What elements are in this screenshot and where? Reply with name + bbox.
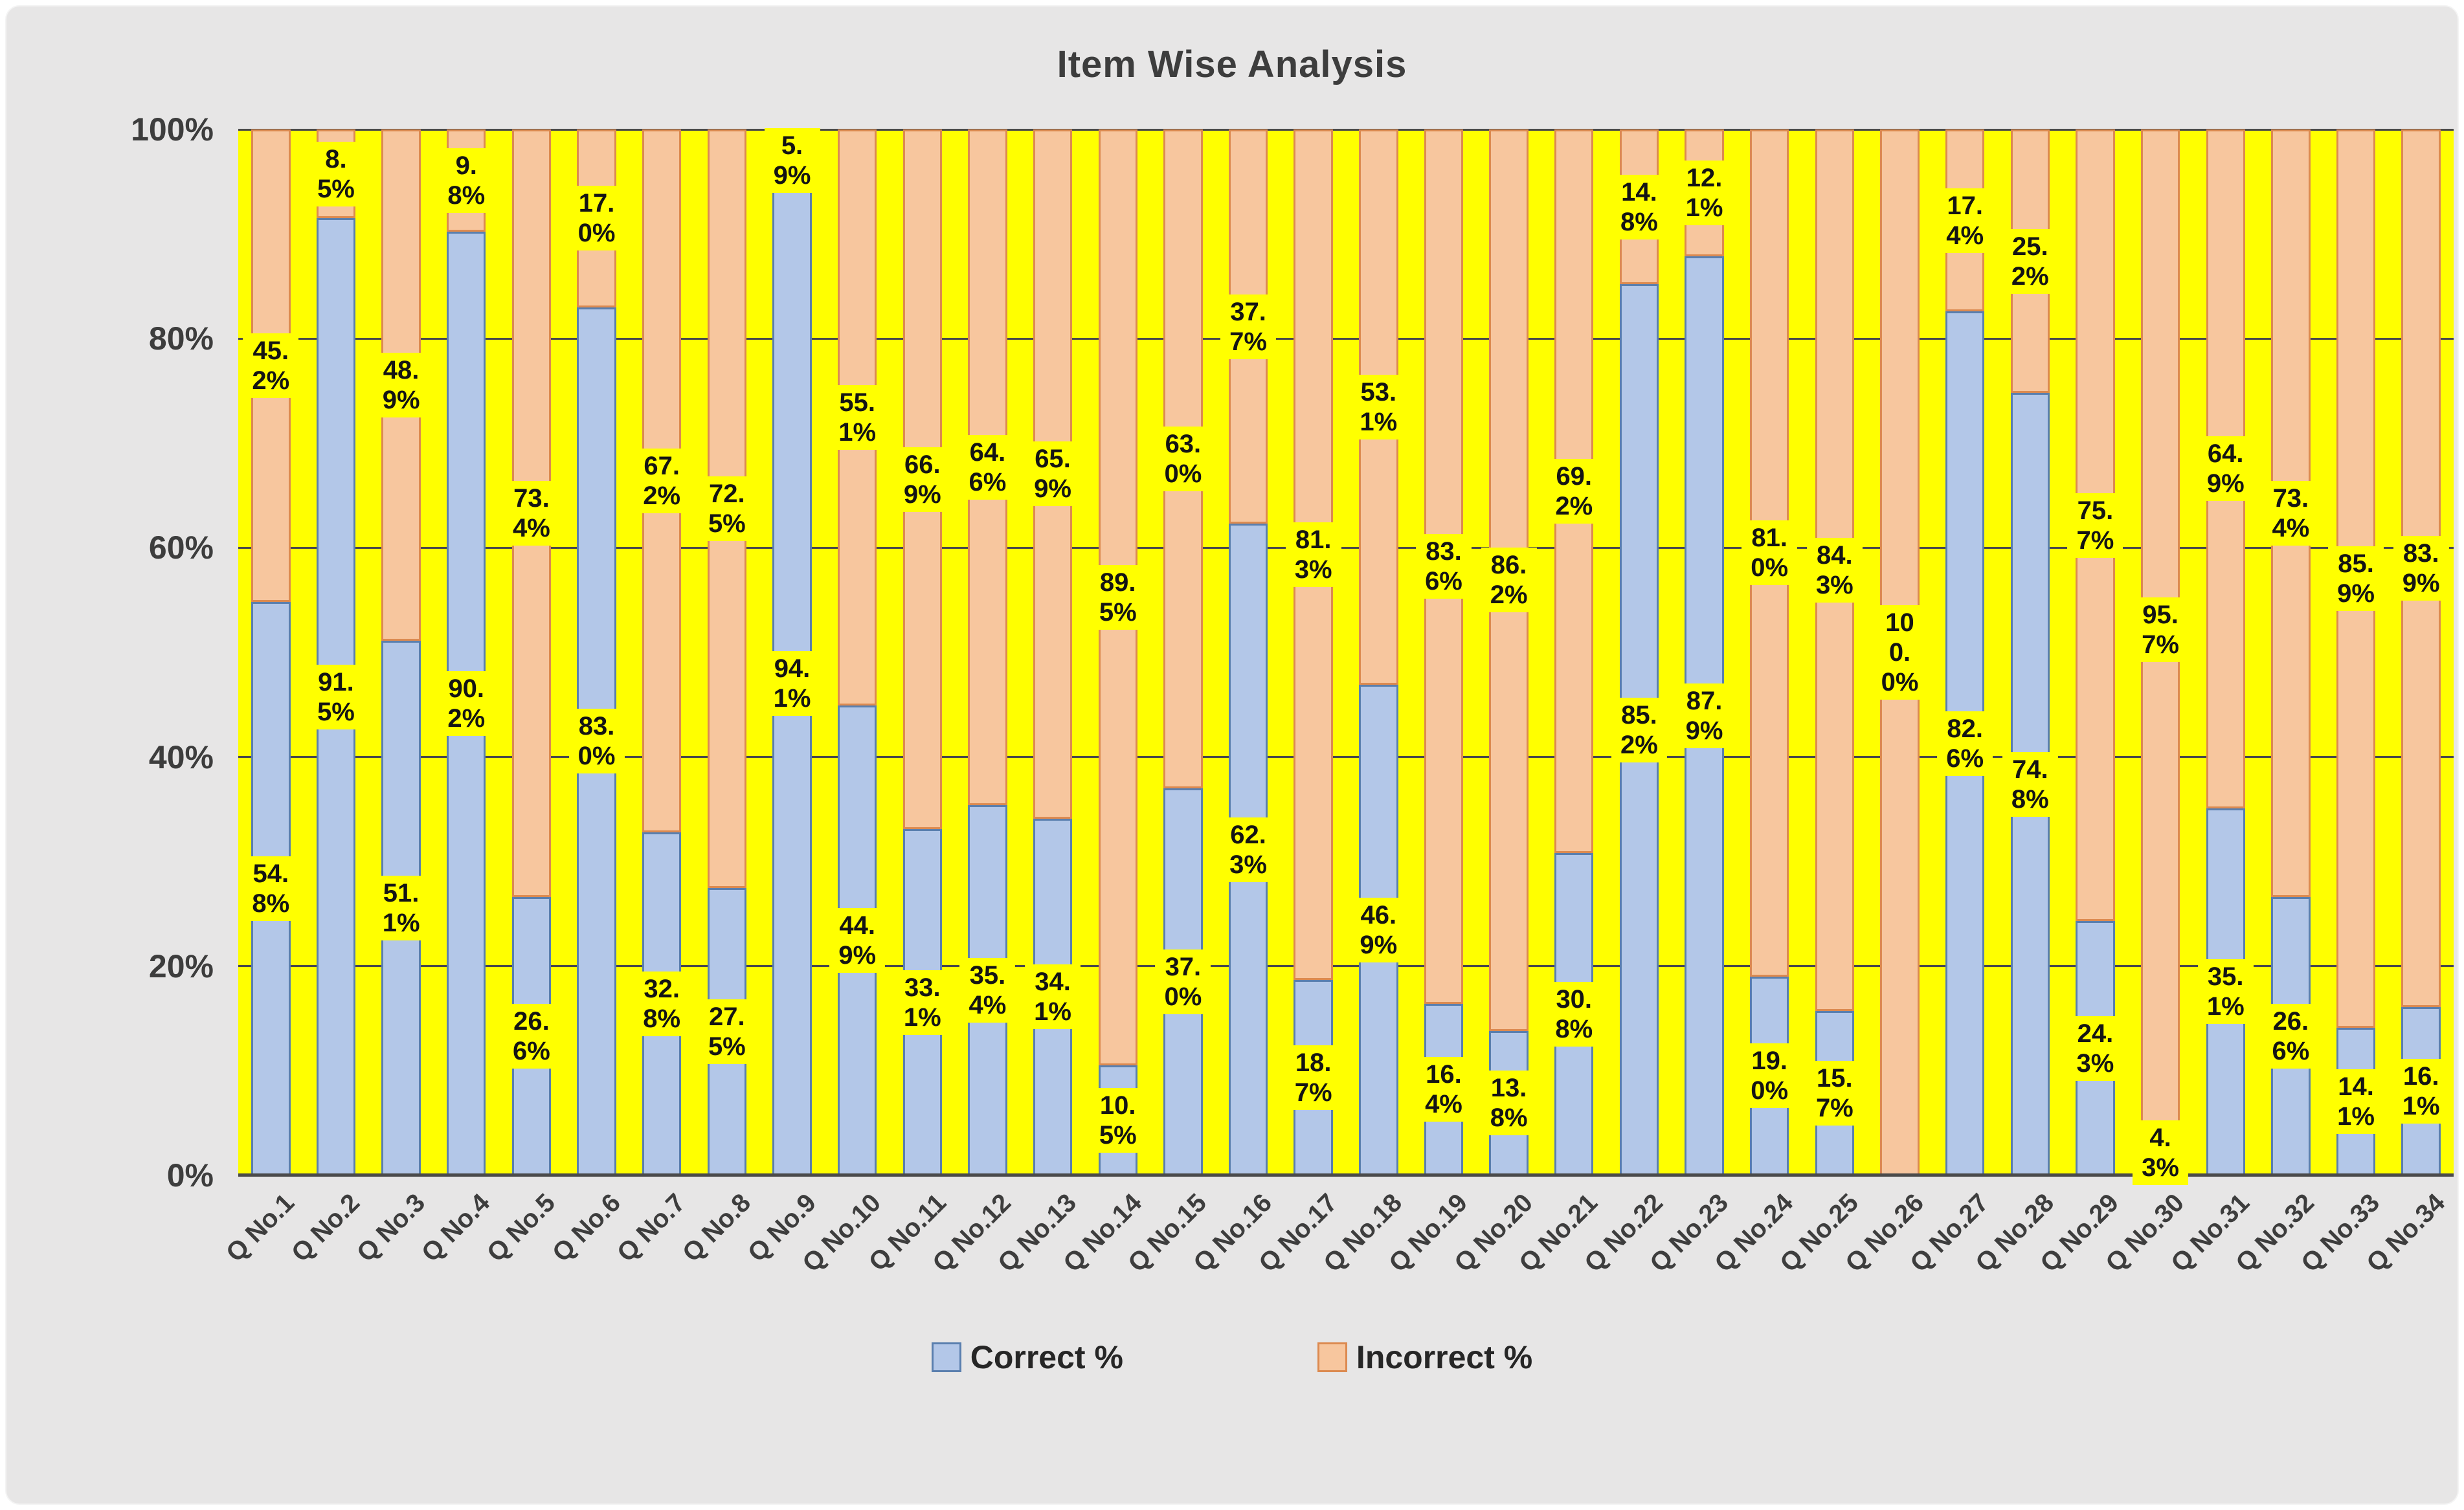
- data-label-incorrect: 64.6%: [959, 434, 1016, 500]
- data-label-incorrect: 53.1%: [1350, 375, 1407, 440]
- data-label-correct: 16.1%: [2393, 1058, 2449, 1124]
- y-axis-label: 20%: [148, 948, 214, 984]
- legend-item-correct: Correct %: [931, 1338, 1123, 1376]
- y-axis: 100% 80% 60% 40% 20% 0%: [6, 111, 229, 1194]
- data-label-incorrect: 69.2%: [1546, 459, 1602, 524]
- y-axis-label: 60%: [148, 529, 214, 566]
- data-label-incorrect: 83.9%: [2393, 535, 2449, 601]
- data-label-correct: 44.9%: [829, 908, 886, 973]
- data-label-incorrect: 85.9%: [2328, 546, 2384, 612]
- data-label-incorrect: 63.0%: [1155, 427, 1211, 492]
- chart-title: Item Wise Analysis: [1057, 43, 1407, 85]
- data-label-incorrect: 86.2%: [1481, 548, 1537, 613]
- gridline: [238, 546, 2454, 549]
- data-label-incorrect: 37.7%: [1220, 294, 1277, 359]
- data-label-incorrect: 89.5%: [1090, 565, 1146, 630]
- legend-item-incorrect: Incorrect %: [1317, 1338, 1532, 1376]
- x-axis-label: Q No.6: [546, 1188, 626, 1268]
- data-label-correct: 10.5%: [1090, 1088, 1146, 1153]
- correct-swatch-icon: [931, 1342, 961, 1372]
- x-axis-label: Q No.8: [677, 1188, 756, 1268]
- data-label-correct: 26.6%: [503, 1004, 559, 1069]
- data-label-incorrect: 14.8%: [1611, 174, 1667, 239]
- data-label-correct: 24.3%: [2067, 1016, 2123, 1081]
- data-label-incorrect: 67.2%: [634, 448, 690, 513]
- data-label-correct: 51.1%: [373, 876, 429, 941]
- x-axis-label: Q No.4: [416, 1188, 496, 1268]
- data-label-correct: 4.3%: [2133, 1120, 2189, 1186]
- data-label-incorrect: 75.7%: [2067, 493, 2123, 558]
- data-label-incorrect: 55.1%: [829, 385, 886, 450]
- x-axis-label: Q No.2: [286, 1188, 366, 1268]
- x-axis-label: Q No.5: [481, 1188, 561, 1268]
- legend-label-incorrect: Incorrect %: [1356, 1339, 1533, 1375]
- data-label-correct: 26.6%: [2263, 1004, 2319, 1069]
- data-label-incorrect: 48.9%: [373, 353, 429, 418]
- data-label-incorrect: 12.1%: [1676, 160, 1732, 225]
- data-label-correct: 19.0%: [1742, 1043, 1798, 1109]
- data-label-correct: 18.7%: [1285, 1045, 1341, 1110]
- data-label-correct: 94.1%: [764, 650, 820, 716]
- x-axis-label: Q No.1: [221, 1188, 300, 1268]
- y-axis-label: 80%: [148, 320, 214, 357]
- data-label-correct: 14.1%: [2328, 1069, 2384, 1135]
- data-label-correct: 54.8%: [243, 856, 299, 922]
- data-label-incorrect: 65.9%: [1025, 441, 1081, 507]
- gridline: [238, 756, 2454, 759]
- data-label-correct: 37.0%: [1155, 949, 1211, 1015]
- x-axis-label: Q No.7: [612, 1188, 691, 1268]
- incorrect-swatch-icon: [1317, 1342, 1347, 1372]
- data-label-correct: 27.5%: [699, 999, 755, 1064]
- y-axis-label: 0%: [166, 1157, 214, 1194]
- data-label-incorrect: 83.6%: [1415, 534, 1472, 599]
- gridline: [238, 128, 2454, 131]
- data-label-incorrect: 25.2%: [2002, 228, 2058, 294]
- data-label-incorrect: 95.7%: [2133, 597, 2189, 663]
- data-label-correct: 34.1%: [1025, 964, 1081, 1030]
- x-axis-line: [238, 1173, 2454, 1176]
- x-axis-label: Q No.3: [351, 1188, 431, 1268]
- gridline: [238, 965, 2454, 968]
- data-label-correct: 35.1%: [2197, 959, 2254, 1025]
- data-label-correct: 91.5%: [308, 664, 364, 729]
- data-label-incorrect: 72.5%: [699, 476, 755, 541]
- data-label-incorrect: 66.9%: [894, 447, 950, 512]
- data-label-incorrect: 100.0%: [1872, 605, 1928, 700]
- x-axis: Q No.1 Q No.2 Q No.3 Q No.4 Q No.5 Q No.6 Q No…: [221, 1188, 2454, 1337]
- data-label-incorrect: 17.0%: [568, 186, 625, 251]
- legend: Correct % Incorrect %: [6, 1338, 2458, 1376]
- y-axis-label: 100%: [131, 111, 214, 148]
- data-label-correct: 35.4%: [959, 957, 1016, 1023]
- data-label-incorrect: 73.4%: [2263, 481, 2319, 546]
- data-label-incorrect: 84.3%: [1806, 538, 1863, 603]
- data-label-incorrect: 9.8%: [438, 148, 495, 214]
- data-label-incorrect: 17.4%: [1937, 188, 1993, 253]
- data-label-incorrect: 81.0%: [1742, 520, 1798, 586]
- data-label-correct: 30.8%: [1546, 982, 1602, 1047]
- plot-area: 54.8% 45.2% 91.5% 8.5% 51.1% 48.9% 90.2% 9.8% 26…: [238, 128, 2454, 1186]
- data-label-correct: 62.3%: [1220, 817, 1277, 882]
- data-label-correct: 83.0%: [568, 709, 625, 774]
- legend-label-correct: Correct %: [970, 1339, 1123, 1375]
- data-label-correct: 32.8%: [634, 971, 690, 1036]
- data-label-incorrect: 8.5%: [308, 141, 364, 206]
- data-label-correct: 82.6%: [1937, 711, 1993, 776]
- data-label-correct: 74.8%: [2002, 751, 2058, 817]
- data-label-incorrect: 73.4%: [503, 481, 559, 546]
- data-label-correct: 87.9%: [1676, 683, 1732, 748]
- data-label-correct: 46.9%: [1350, 898, 1407, 963]
- data-label-correct: 13.8%: [1481, 1071, 1537, 1136]
- chart-panel: Item Wise Analysis 100% 80% 60% 40% 20% 0% 54…: [5, 5, 2459, 1505]
- gridline: [238, 337, 2454, 340]
- data-label-correct: 15.7%: [1806, 1061, 1863, 1126]
- data-label-correct: 90.2%: [438, 671, 495, 737]
- data-label-incorrect: 45.2%: [243, 333, 299, 399]
- data-label-incorrect: 5.9%: [764, 128, 820, 193]
- data-label-incorrect: 64.9%: [2197, 436, 2254, 502]
- data-label-incorrect: 81.3%: [1285, 522, 1341, 587]
- y-axis-label: 40%: [148, 738, 214, 775]
- data-label-correct: 33.1%: [894, 970, 950, 1035]
- data-label-correct: 85.2%: [1611, 697, 1667, 762]
- data-label-correct: 16.4%: [1415, 1057, 1472, 1122]
